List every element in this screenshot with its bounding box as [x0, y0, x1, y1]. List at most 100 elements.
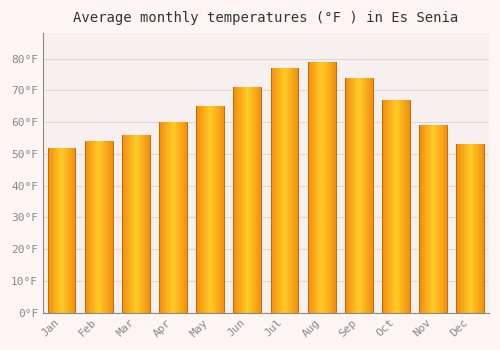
- Bar: [313, 62, 314, 313]
- Bar: [64, 148, 65, 313]
- Bar: [235, 87, 236, 313]
- Bar: [462, 144, 463, 313]
- Bar: [426, 125, 427, 313]
- Bar: [135, 135, 136, 313]
- Bar: [111, 141, 112, 313]
- Bar: [393, 100, 394, 313]
- Bar: [345, 78, 346, 313]
- Bar: [349, 78, 350, 313]
- Bar: [222, 106, 223, 313]
- Bar: [457, 144, 458, 313]
- Bar: [212, 106, 213, 313]
- Bar: [139, 135, 140, 313]
- Bar: [272, 68, 273, 313]
- Bar: [422, 125, 423, 313]
- Bar: [369, 78, 370, 313]
- Bar: [384, 100, 385, 313]
- Bar: [172, 122, 173, 313]
- Bar: [127, 135, 128, 313]
- Title: Average monthly temperatures (°F ) in Es Senia: Average monthly temperatures (°F ) in Es…: [74, 11, 458, 25]
- Bar: [176, 122, 177, 313]
- Bar: [136, 135, 137, 313]
- Bar: [464, 144, 466, 313]
- Bar: [63, 148, 64, 313]
- Bar: [394, 100, 395, 313]
- Bar: [51, 148, 52, 313]
- Bar: [90, 141, 91, 313]
- Bar: [275, 68, 276, 313]
- Bar: [433, 125, 434, 313]
- Bar: [144, 135, 145, 313]
- Bar: [273, 68, 274, 313]
- Bar: [319, 62, 320, 313]
- Bar: [466, 144, 467, 313]
- Bar: [333, 62, 334, 313]
- Bar: [93, 141, 94, 313]
- Bar: [280, 68, 281, 313]
- Bar: [234, 87, 235, 313]
- Bar: [161, 122, 162, 313]
- Bar: [50, 148, 51, 313]
- Bar: [173, 122, 174, 313]
- Bar: [440, 125, 441, 313]
- Bar: [347, 78, 348, 313]
- Bar: [331, 62, 332, 313]
- Bar: [202, 106, 203, 313]
- Bar: [159, 122, 160, 313]
- Bar: [257, 87, 258, 313]
- Bar: [162, 122, 163, 313]
- Bar: [199, 106, 200, 313]
- Bar: [482, 144, 483, 313]
- Bar: [70, 148, 71, 313]
- Bar: [420, 125, 421, 313]
- Bar: [328, 62, 329, 313]
- Bar: [171, 122, 172, 313]
- Bar: [400, 100, 401, 313]
- Bar: [469, 144, 470, 313]
- Bar: [270, 68, 271, 313]
- Bar: [260, 87, 262, 313]
- Bar: [197, 106, 198, 313]
- Bar: [123, 135, 124, 313]
- Bar: [252, 87, 253, 313]
- Bar: [283, 68, 284, 313]
- Bar: [438, 125, 440, 313]
- Bar: [471, 144, 472, 313]
- Bar: [101, 141, 102, 313]
- Bar: [183, 122, 184, 313]
- Bar: [240, 87, 241, 313]
- Bar: [209, 106, 210, 313]
- Bar: [475, 144, 476, 313]
- Bar: [134, 135, 135, 313]
- Bar: [85, 141, 86, 313]
- Bar: [296, 68, 297, 313]
- Bar: [237, 87, 238, 313]
- Bar: [419, 125, 420, 313]
- Bar: [243, 87, 244, 313]
- Bar: [67, 148, 68, 313]
- Bar: [295, 68, 296, 313]
- Bar: [61, 148, 62, 313]
- Bar: [406, 100, 407, 313]
- Bar: [456, 144, 457, 313]
- Bar: [68, 148, 69, 313]
- Bar: [355, 78, 356, 313]
- Bar: [279, 68, 280, 313]
- Bar: [149, 135, 150, 313]
- Bar: [383, 100, 384, 313]
- Bar: [408, 100, 409, 313]
- Bar: [131, 135, 132, 313]
- Bar: [244, 87, 245, 313]
- Bar: [459, 144, 460, 313]
- Bar: [392, 100, 393, 313]
- Bar: [105, 141, 106, 313]
- Bar: [460, 144, 461, 313]
- Bar: [346, 78, 347, 313]
- Bar: [398, 100, 399, 313]
- Bar: [322, 62, 323, 313]
- Bar: [387, 100, 388, 313]
- Bar: [174, 122, 176, 313]
- Bar: [216, 106, 217, 313]
- Bar: [53, 148, 54, 313]
- Bar: [320, 62, 321, 313]
